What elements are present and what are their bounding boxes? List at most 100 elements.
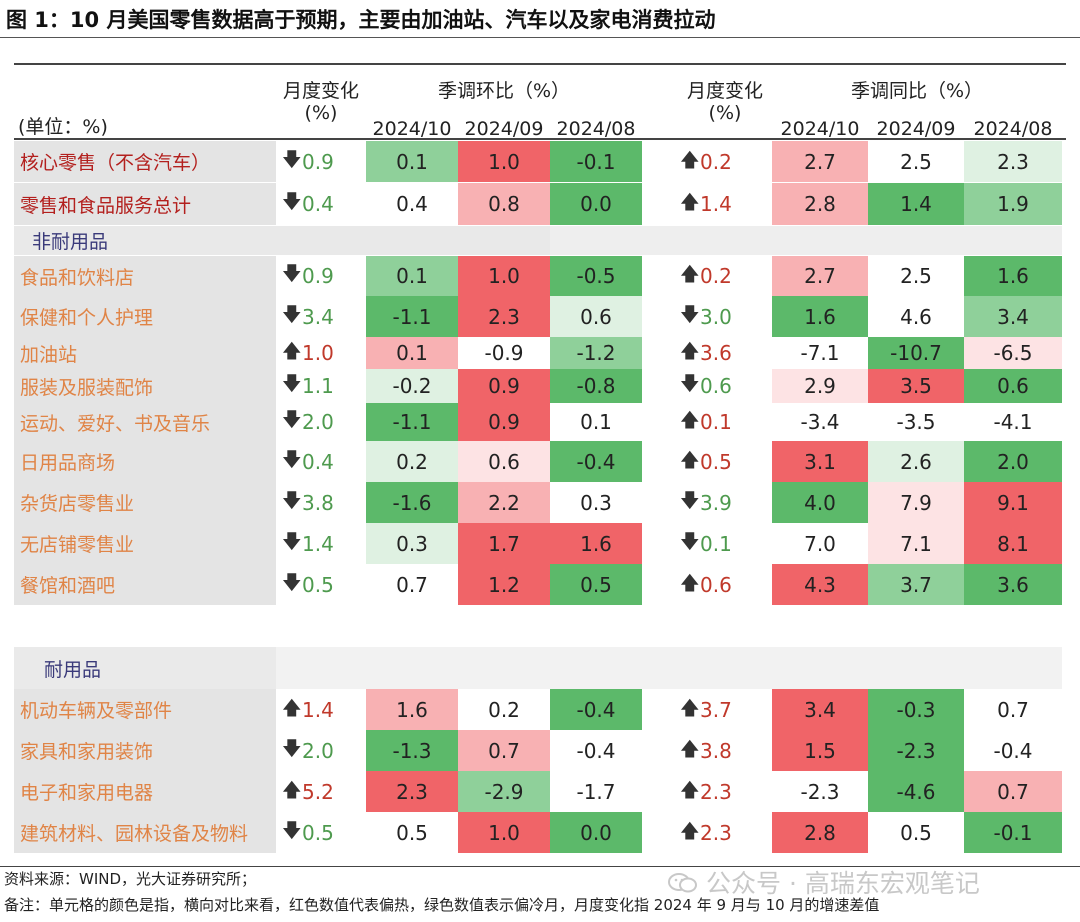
mom-value-cell: 0.9	[458, 369, 550, 403]
yoy-value-cell: 1.6	[772, 296, 868, 337]
mom-change-cell: 🡇 0.5	[276, 564, 366, 605]
mom-change-value: 1.4	[302, 531, 334, 556]
yoy-change-cell: 🡇 3.0	[674, 296, 772, 337]
row-label: 零售和食品服务总计	[14, 183, 276, 225]
mom-change-cell: 🡇 0.4	[276, 183, 366, 225]
yoy-change-header-line2: (%)	[708, 102, 742, 124]
mom-month-2: 2024/09	[464, 118, 544, 140]
mom-value-cell: 0.6	[550, 296, 642, 337]
mom-change-value: 3.4	[302, 304, 334, 329]
yoy-value-cell: 3.4	[772, 689, 868, 730]
mom-change-value: 1.1	[302, 374, 334, 398]
yoy-value-cell: -3.4	[772, 403, 868, 441]
yoy-change-value: 0.1	[700, 531, 732, 556]
arrow-down-icon: 🡇	[282, 489, 302, 512]
mom-change-value: 2.0	[302, 738, 334, 763]
mom-value-cell: 0.0	[550, 183, 642, 225]
yoy-value-cell: 4.0	[772, 482, 868, 523]
mom-value-cell: 0.7	[458, 730, 550, 771]
yoy-value-cell: 4.6	[868, 296, 964, 337]
mom-value-cell: 2.2	[458, 482, 550, 523]
arrow-down-icon: 🡇	[680, 489, 700, 512]
yoy-value-cell: 2.7	[772, 141, 868, 182]
mom-value-cell: -0.8	[550, 369, 642, 403]
yoy-change-value: 2.3	[700, 779, 732, 804]
section-band-nondurable-right	[550, 226, 1062, 255]
yoy-value-cell: 2.7	[772, 256, 868, 296]
mom-change-cell: 🡇 0.9	[276, 256, 366, 296]
arrow-down-icon: 🡇	[282, 819, 302, 842]
section-band-durable-right	[276, 647, 1062, 689]
arrow-down-icon: 🡇	[282, 448, 302, 471]
mom-value-cell: 0.0	[550, 812, 642, 853]
arrow-up-icon: 🡅	[282, 696, 302, 719]
mom-value-cell: 0.2	[458, 689, 550, 730]
arrow-down-icon: 🡇	[282, 148, 302, 171]
mom-value-cell: -0.4	[550, 730, 642, 771]
mom-value-cell: -1.1	[366, 296, 458, 337]
yoy-change-cell: 🡅 2.3	[674, 771, 772, 812]
yoy-month-2: 2024/09	[876, 118, 956, 140]
figure-title: 图 1：10 月美国零售数据高于预期，主要由加油站、汽车以及家电消费拉动	[6, 8, 716, 32]
footer-source: 资料来源：WIND，光大证券研究所；	[4, 870, 257, 888]
mom-value-cell: -0.4	[550, 689, 642, 730]
mom-change-value: 0.9	[302, 149, 334, 174]
arrow-up-icon: 🡅	[680, 340, 700, 362]
mom-change-cell: 🡇 3.4	[276, 296, 366, 337]
yoy-value-cell: -6.5	[964, 337, 1062, 369]
mom-change-cell: 🡇 0.5	[276, 812, 366, 853]
mom-value-cell: -2.9	[458, 771, 550, 812]
mom-change-value: 1.0	[302, 341, 334, 365]
footer-note: 备注：单元格的颜色是指，横向对比来看，红色数值代表偏热，绿色数值表示偏冷月，月度…	[4, 896, 880, 914]
mom-group-header: 季调环比（%）	[437, 80, 571, 102]
yoy-change-cell: 🡇 3.9	[674, 482, 772, 523]
yoy-value-cell: 7.1	[868, 523, 964, 564]
yoy-value-cell: 1.9	[964, 183, 1062, 225]
mom-value-cell: 2.3	[366, 771, 458, 812]
arrow-up-icon: 🡅	[680, 409, 700, 431]
section-label-durable: 耐用品	[44, 658, 102, 681]
mom-value-cell: 0.4	[366, 183, 458, 225]
watermark-text: 公众号 · 高瑞东宏观笔记	[706, 869, 980, 898]
mom-change-value: 0.5	[302, 572, 334, 597]
yoy-change-value: 2.3	[700, 820, 732, 845]
yoy-value-cell: 1.5	[772, 730, 868, 771]
mom-change-value: 0.5	[302, 820, 334, 845]
mom-value-cell: -1.7	[550, 771, 642, 812]
arrow-up-icon: 🡅	[680, 696, 700, 719]
arrow-down-icon: 🡇	[282, 530, 302, 553]
arrow-down-icon: 🡇	[282, 263, 302, 285]
yoy-change-cell: 🡇 0.6	[674, 369, 772, 403]
mom-change-value: 5.2	[302, 779, 334, 804]
mom-value-cell: -1.1	[366, 403, 458, 441]
mom-change-cell: 🡇 2.0	[276, 730, 366, 771]
title-divider	[0, 37, 1080, 38]
arrow-down-icon: 🡇	[680, 530, 700, 553]
mom-value-cell: 0.5	[550, 564, 642, 605]
yoy-value-cell: -2.3	[772, 771, 868, 812]
mom-value-cell: 1.0	[458, 141, 550, 182]
yoy-change-value: 0.6	[700, 572, 732, 597]
watermark: 公众号 · 高瑞东宏观笔记	[668, 864, 980, 900]
arrow-down-icon: 🡇	[282, 409, 302, 431]
yoy-value-cell: 2.8	[772, 812, 868, 853]
arrow-up-icon: 🡅	[680, 819, 700, 842]
mom-month-3: 2024/08	[556, 118, 636, 140]
row-label: 餐馆和酒吧	[14, 564, 276, 605]
yoy-change-value: 1.4	[700, 192, 732, 216]
yoy-value-cell: 3.7	[868, 564, 964, 605]
row-label: 建筑材料、园林设备及物料	[14, 812, 276, 853]
yoy-change-cell: 🡅 3.8	[674, 730, 772, 771]
yoy-change-cell: 🡅 0.1	[674, 403, 772, 441]
mom-change-cell: 🡅 1.4	[276, 689, 366, 730]
arrow-up-icon: 🡅	[680, 737, 700, 760]
yoy-value-cell: 0.5	[868, 812, 964, 853]
yoy-value-cell: 4.3	[772, 564, 868, 605]
yoy-value-cell: 2.0	[964, 441, 1062, 482]
yoy-value-cell: 3.6	[964, 564, 1062, 605]
yoy-change-header-line1: 月度变化	[686, 80, 763, 102]
unit-label: (单位：%)	[18, 116, 108, 138]
mom-month-1: 2024/10	[372, 118, 452, 140]
yoy-change-cell: 🡅 3.7	[674, 689, 772, 730]
mom-change-cell: 🡅 1.0	[276, 337, 366, 369]
